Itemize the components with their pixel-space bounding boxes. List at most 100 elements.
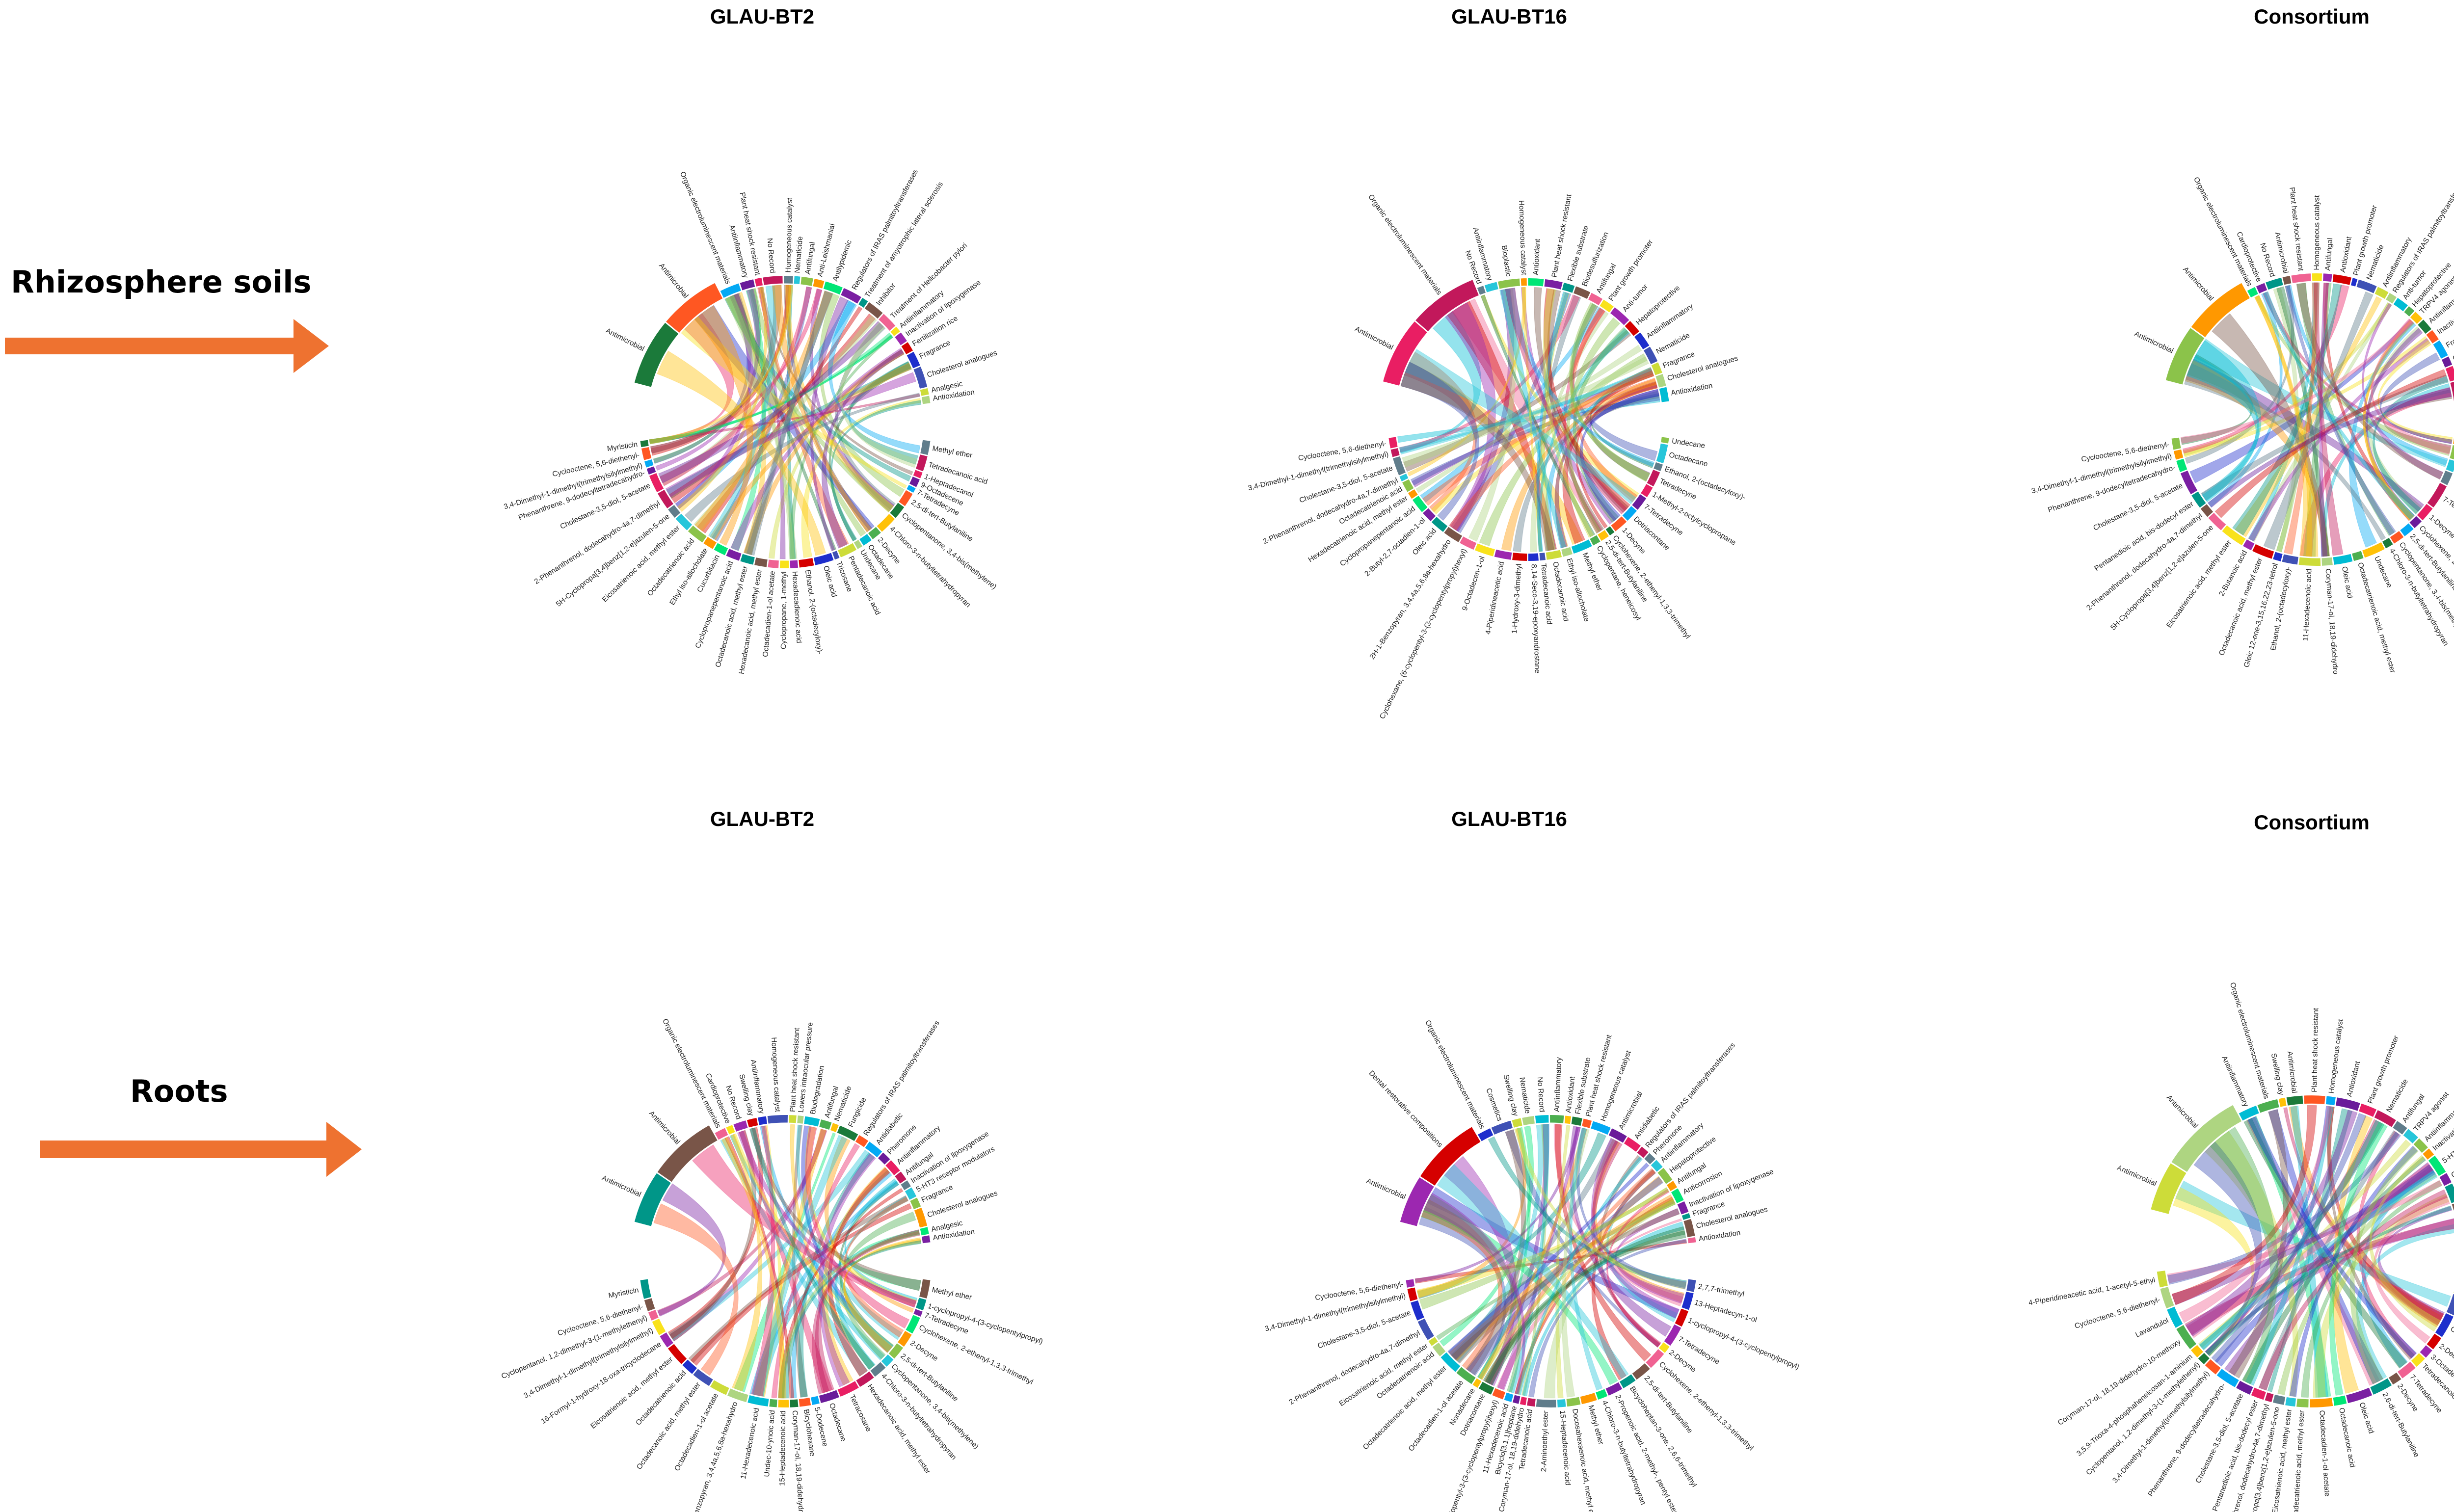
- chord-label: Antioxidant: [1564, 1076, 1577, 1114]
- chord-label: Ethyl iso-allocholate: [668, 547, 710, 607]
- chord-label: Antimicrobial: [2165, 1093, 2200, 1130]
- chord-ribbon: [649, 313, 734, 445]
- chord-label: 1-Heptadecanol: [923, 473, 975, 500]
- chord-ribbon: [2283, 1107, 2444, 1326]
- chord-ribbon: [681, 316, 907, 489]
- chord-ribbon: [2258, 1189, 2448, 1391]
- chord-arc-segment: [2190, 1344, 2204, 1358]
- chord-ribbon: [2255, 295, 2451, 456]
- chord-ribbon: [789, 334, 893, 559]
- chord-arc-segment: [2173, 449, 2184, 460]
- chord-ribbon: [1468, 288, 1517, 542]
- chord-arc-segment: [720, 283, 742, 299]
- chord-ribbon: [649, 393, 920, 444]
- chord-label: Antiinflammatory: [749, 1059, 766, 1114]
- chord-arc-segment: [1497, 278, 1520, 290]
- chord-ribbon: [2212, 313, 2329, 557]
- chord-ribbon: [844, 1196, 908, 1338]
- chord-ribbon: [1478, 1127, 1588, 1380]
- chord-arc-segment: [634, 1172, 672, 1227]
- chord-arc-segment: [880, 1353, 894, 1368]
- chord-ribbon: [2241, 1156, 2427, 1384]
- chord-ribbon: [1534, 287, 1629, 513]
- chord-ribbon: [749, 1127, 921, 1291]
- chord-label: Biodesulfurization: [1580, 231, 1610, 288]
- chord-arc-segment: [2397, 1361, 2417, 1379]
- chord-label: Regulators of IRAS palmitoyltransferases: [1644, 1041, 1737, 1149]
- chord-ribbon: [724, 1136, 795, 1399]
- panel-title: GLAU-BT16: [1451, 5, 1567, 28]
- chord-arc-segment: [2311, 273, 2323, 282]
- chord-ribbon: [1497, 1126, 1581, 1390]
- chord-ribbon: [2214, 369, 2447, 518]
- chord-ribbon: [1416, 1127, 1527, 1299]
- chord-arc-segment: [1653, 461, 1664, 472]
- chord-arc-segment: [1666, 1180, 1678, 1192]
- chord-label: 5-HT3 receptor modulators: [2441, 1109, 2454, 1165]
- chord-label: 3,4-Dimethyl-1-dimethyl(trimethylsilylme…: [1247, 450, 1389, 493]
- chord-label: 11-Hexadecenoic acid: [1481, 1403, 1511, 1474]
- chord-ribbon: [649, 285, 793, 445]
- chord-arc-segment: [769, 1398, 778, 1408]
- chord-label: Homogeneous catalyst: [1599, 1049, 1633, 1123]
- chord-arc-segment: [800, 276, 814, 287]
- chord-label: Inactivation of lipoxygenase: [2431, 1088, 2454, 1152]
- chord-ribbon: [2207, 292, 2283, 507]
- chord-ribbons: [2180, 282, 2453, 557]
- chord-arc-segment: [2264, 1392, 2274, 1403]
- chord-ribbon: [2185, 1219, 2454, 1335]
- chord-ribbon: [711, 286, 812, 542]
- row-label-roots: Roots: [130, 1073, 228, 1109]
- chord-arc-segment: [913, 1207, 928, 1228]
- chord-arc-segment: [1388, 436, 1398, 449]
- chord-label: Bioplastic: [1500, 245, 1513, 277]
- chord-arc-segment: [2439, 1172, 2453, 1187]
- chord-ribbon: [2363, 319, 2415, 521]
- row-label-rhizosphere-soils: Rhizosphere soils: [11, 264, 312, 300]
- chord-arc-segment: [2190, 282, 2251, 338]
- chord-arc-segment: [1422, 507, 1437, 522]
- chord-ribbon: [2363, 319, 2415, 521]
- chord-label: 8,14-Seco-3,19-epoxyandrostane: [1530, 564, 1542, 673]
- chord-label: Hexadecadienoic acid: [791, 571, 803, 643]
- chord-label: Eicosatrienoic acid, methyl ester: [601, 524, 682, 604]
- chord-ribbon: [1536, 291, 1569, 552]
- chord-ribbon: [2373, 1195, 2450, 1344]
- chord-arc-segment: [1539, 552, 1547, 561]
- chord-arc-segment: [1399, 473, 1409, 482]
- chord-label: 2-Decyne: [2396, 1382, 2420, 1413]
- chord-ribbon: [1575, 370, 1654, 529]
- chord-arc-segment: [2286, 1095, 2304, 1106]
- chord-ribbon: [2199, 1119, 2385, 1351]
- chord-ribbon: [1420, 307, 1604, 503]
- chord-ribbon: [1415, 345, 1642, 493]
- chord-arc-segment: [747, 1394, 770, 1407]
- chord-arc-segment: [2175, 1324, 2197, 1350]
- chord-arc-segment: [1491, 1120, 1514, 1136]
- chord-ribbon: [738, 1130, 833, 1394]
- chord-ribbon: [1513, 391, 1660, 552]
- chord-label: Cosmetics: [1484, 1087, 1504, 1122]
- chord-arc-segment: [1410, 1300, 1425, 1322]
- chord-ribbon: [1488, 1136, 1687, 1288]
- chord-arc-segment: [906, 484, 916, 494]
- chord-ribbon: [1400, 362, 1554, 552]
- chord-ribbon: [2201, 374, 2449, 501]
- chord-label: Antimicrobial: [657, 262, 690, 300]
- chord-ribbon: [2289, 1145, 2418, 1397]
- chord-ribbon: [669, 1129, 827, 1342]
- chord-label: Plant heat shock resistant: [1584, 1034, 1614, 1117]
- chord-label: 2H-1-Benzopyran, 3,4,4a,5,6,8a-hexahydro: [1368, 538, 1453, 661]
- chord-label: Undecane: [1671, 437, 1706, 450]
- chord-label: 2-Decyne: [908, 1339, 939, 1363]
- chord-ribbon: [2199, 1170, 2438, 1350]
- chord-arc-segment: [2358, 1103, 2377, 1118]
- chord-label: Cholesterol analogues: [1666, 354, 1739, 383]
- chord-arc-segment: [1534, 1114, 1549, 1124]
- chord-arc-segment: [2416, 503, 2433, 521]
- chord-label: Antilypidemic: [831, 239, 854, 282]
- chord-ribbon: [2185, 360, 2330, 557]
- chord-arc-segment: [915, 454, 928, 472]
- chord-label: Antimicrobial: [601, 1174, 642, 1199]
